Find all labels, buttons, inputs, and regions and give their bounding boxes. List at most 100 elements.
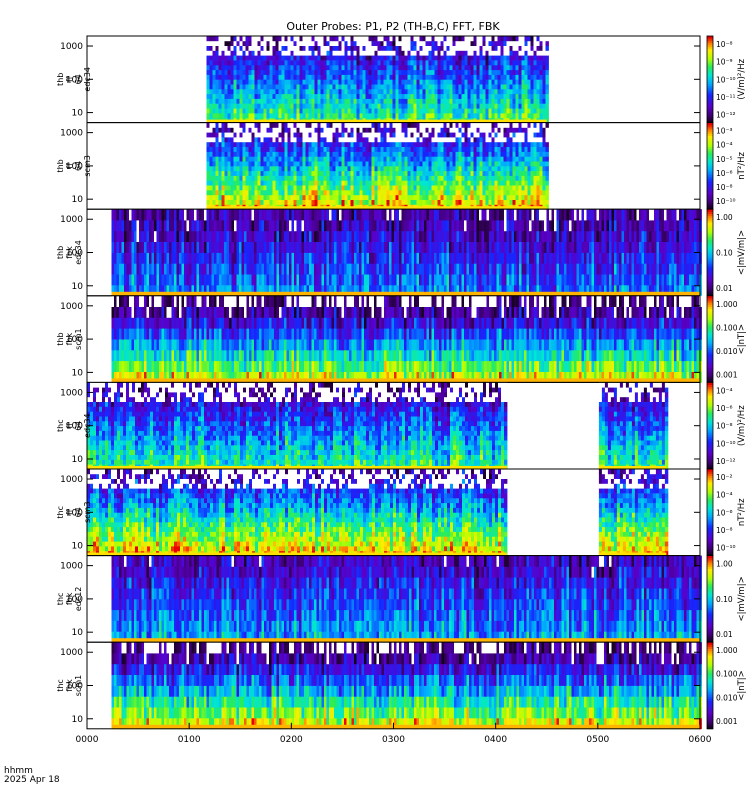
- colorbar-4: 1.000 0.100 0.010 0.001 <|nT|>: [706, 295, 747, 383]
- y-tick-label: 10: [72, 195, 84, 205]
- y-tick-label: 10: [72, 109, 84, 119]
- x-tick-label: 0200: [280, 735, 303, 745]
- x-tick-label: 0000: [76, 735, 99, 745]
- y-tick-label: 100: [66, 422, 83, 432]
- spectrogram-block-7-1: [111, 555, 702, 643]
- y-tick-label: 10: [72, 715, 84, 725]
- x-tick-label: 0100: [178, 735, 201, 745]
- y-tick-label: 1000: [60, 215, 83, 225]
- colorbar-6: 10⁻² 10⁻⁴ 10⁻⁶ 10⁻⁸ 10⁻¹⁰ nT²/Hz: [706, 468, 747, 556]
- colorbar-tick-label: 0.100: [716, 323, 738, 332]
- panels-group: 10 100 1000 thbff64edc34 10⁻⁸ 10⁻⁹ 10⁻¹⁰ 10⁻¹¹ 1…: [56, 35, 747, 730]
- y-tick-label: 100: [66, 682, 83, 692]
- colorbar-tick-label: 10⁻⁵: [716, 155, 733, 164]
- panel-2: 10 100 1000 thbff64scm3 10⁻³ 10⁻⁴ 10⁻⁵ 10⁻⁶ 10⁻⁸…: [56, 122, 747, 210]
- y-tick-label: 10: [72, 542, 84, 552]
- spectrogram-block-3-1: [111, 209, 702, 297]
- y-axis-label: thcff64edc34: [56, 413, 92, 438]
- panel-1: 101001000thbff64edc3410⁻⁸10⁻⁹10⁻¹⁰10⁻¹¹1…: [56, 35, 747, 124]
- x-tick-label: 0600: [689, 735, 712, 745]
- colorbar-tick-label: 0.01: [716, 284, 733, 293]
- colorbar-label: (V/m)²/Hz: [737, 405, 747, 446]
- y-axis-label: thcfbkedc12: [56, 587, 83, 612]
- panel-8: 10 100 1000 thcfbkscm1 1.000 0.100 0.010 0.001 <…: [56, 641, 747, 730]
- time-axis-label: hhmm: [4, 766, 33, 776]
- time-axis: 0000 0100 0200 0300 0400 0500 0600: [76, 722, 712, 745]
- y-tick-label: 1000: [60, 42, 83, 52]
- y-tick-label: 1000: [60, 562, 83, 572]
- colorbar-tick-label: 10⁻¹⁰: [716, 197, 736, 206]
- spectrogram-block-6-1: [87, 469, 508, 556]
- y-tick-label: 100: [66, 249, 83, 259]
- colorbar-tick-label: 10⁻¹¹: [716, 93, 736, 102]
- colorbar-tick-label: 10⁻⁸: [716, 422, 733, 431]
- panel-6: 10 100 1000 thcff64scm3 10⁻² 10⁻⁴ 10⁻⁶ 10⁻⁸ 10⁻¹…: [56, 468, 747, 557]
- y-axis-label: thbff64scm3: [56, 155, 92, 176]
- colorbar-tick-label: 0.001: [716, 717, 738, 726]
- colorbar-tick-label: 10⁻¹²: [716, 111, 736, 120]
- colorbar-tick-label: 10⁻³: [716, 127, 733, 136]
- panel-4: 10 100 1000 thbfbkscm1 1.000 0.100 0.010 0.001 <…: [56, 295, 747, 383]
- spectrogram-block-5-1: [87, 382, 508, 470]
- figure-title: Outer Probes: P1, P2 (TH-B,C) FFT, FBK: [286, 20, 500, 33]
- y-tick-label: 10: [72, 282, 84, 292]
- panel-7: 10 100 1000 thcfbkedc12 1.00 0.10 0.01 <|mV/m|>: [56, 555, 747, 643]
- spectrogram-block-1-1: [206, 36, 549, 123]
- y-tick-label: 100: [66, 595, 83, 605]
- y-tick-label: 10: [72, 628, 84, 638]
- colorbar-label: <|mV/m|>: [737, 576, 747, 621]
- colorbar-tick-label: 0.10: [716, 249, 733, 258]
- colorbar-tick-label: 10⁻⁴: [716, 386, 733, 395]
- y-tick-label: 1000: [60, 475, 83, 485]
- y-tick-label: 10: [72, 455, 84, 465]
- colorbar-tick-label: 1.00: [716, 213, 733, 222]
- y-tick-label: 100: [66, 75, 83, 85]
- panel-5: 101001000thcff64edc3410⁻⁴10⁻⁶10⁻⁸10⁻¹⁰10…: [56, 381, 747, 470]
- colorbar-tick-label: 1.000: [716, 646, 738, 655]
- colorbar-tick-label: 10⁻¹⁰: [716, 544, 736, 553]
- y-tick-label: 1000: [60, 388, 83, 398]
- colorbar-5: 10⁻⁴ 10⁻⁶ 10⁻⁸ 10⁻¹⁰ 10⁻¹² (V/m)²/Hz: [706, 381, 747, 470]
- colorbar-tick-label: 0.010: [716, 347, 738, 356]
- y-tick-label: 1000: [60, 129, 83, 139]
- colorbar-tick-label: 10⁻⁶: [716, 404, 733, 413]
- colorbar-tick-label: 0.100: [716, 670, 738, 679]
- colorbar-tick-label: 10⁻⁴: [716, 491, 733, 500]
- spectrogram-block-4-1: [111, 295, 702, 383]
- colorbar-tick-label: 10⁻²: [716, 473, 733, 482]
- x-tick-label: 0400: [484, 735, 507, 745]
- colorbar-tick-label: 0.001: [716, 370, 738, 379]
- colorbar-tick-label: 10⁻⁸: [716, 526, 733, 535]
- colorbar-8: 1.000 0.100 0.010 0.001 <|nT|>: [706, 641, 747, 730]
- colorbar-1: 10⁻⁸ 10⁻⁹ 10⁻¹⁰ 10⁻¹¹ 10⁻¹² (V/m)²/Hz: [706, 35, 747, 123]
- colorbar-tick-label: 1.000: [716, 300, 738, 309]
- y-tick-label: 10: [72, 368, 84, 378]
- spectrogram-block-8-1: [111, 642, 702, 730]
- colorbar-tick-label: 10⁻⁹: [716, 58, 733, 67]
- colorbar-label: <|nT|>: [737, 324, 747, 355]
- colorbar-tick-label: 10⁻¹⁰: [716, 439, 736, 448]
- y-axis-label: thbfbkedc34: [56, 240, 83, 265]
- colorbar-tick-label: 0.010: [716, 693, 738, 702]
- panel-3: 10 100 1000 thbfbkedc34 1.00 0.10 0.01 <|mV/m|>: [56, 208, 747, 297]
- x-tick-label: 0300: [382, 735, 405, 745]
- colorbar-label: nT²/Hz: [737, 498, 747, 526]
- spectrogram-block-5-2: [598, 382, 669, 470]
- colorbar-tick-label: 10⁻⁸: [716, 40, 733, 49]
- colorbar-label: <|nT|>: [737, 670, 747, 701]
- colorbar-label: nT²/Hz: [737, 152, 747, 180]
- y-axis-label: thcfbkscm1: [56, 675, 83, 696]
- colorbar-7: 1.00 0.10 0.01 <|mV/m|>: [706, 555, 747, 643]
- colorbar-2: 10⁻³ 10⁻⁴ 10⁻⁵ 10⁻⁶ 10⁻⁸ 10⁻¹⁰ nT²/Hz: [706, 122, 747, 210]
- colorbar-tick-label: 10⁻⁶: [716, 508, 733, 517]
- y-tick-label: 100: [66, 508, 83, 518]
- colorbar-tick-label: 10⁻⁴: [716, 141, 733, 150]
- y-axis-label: thbff64edc34: [56, 67, 92, 92]
- y-axis-label: thbfbkscm1: [56, 328, 83, 349]
- colorbar-label: <|mV/m|>: [737, 230, 747, 275]
- colorbar-tick-label: 0.10: [716, 595, 733, 604]
- colorbar-tick-label: 1.00: [716, 560, 733, 569]
- y-tick-label: 100: [66, 335, 83, 345]
- y-tick-label: 100: [66, 162, 83, 172]
